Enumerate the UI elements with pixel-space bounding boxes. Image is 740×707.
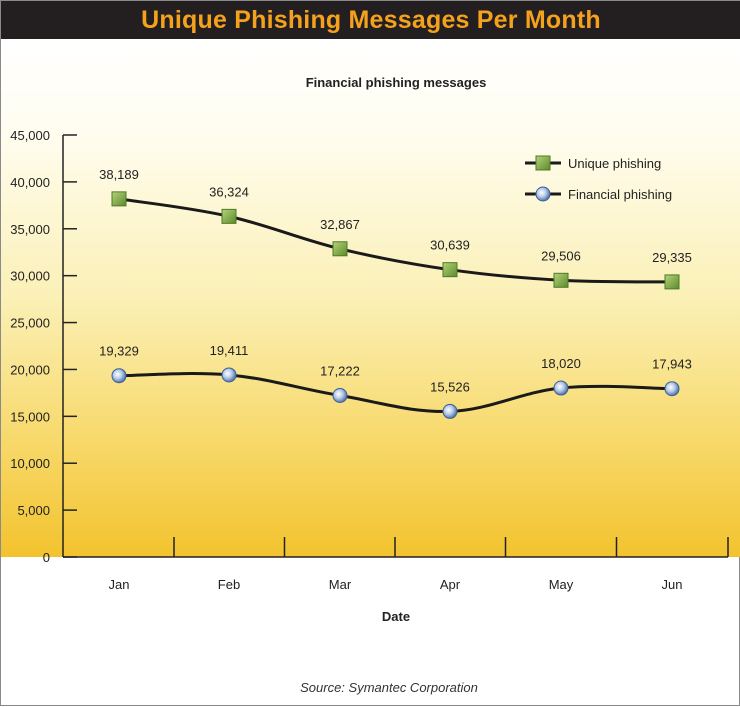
x-tick-label: Apr [440, 577, 461, 592]
y-tick-label: 0 [43, 550, 50, 565]
data-label: 15,526 [430, 379, 470, 394]
y-tick-label: 20,000 [10, 362, 50, 377]
data-point [111, 368, 127, 384]
data-point [332, 241, 348, 257]
data-label: 29,335 [652, 250, 692, 265]
y-tick-label: 45,000 [10, 128, 50, 143]
title-banner: Unique Phishing Messages Per Month [1, 1, 740, 39]
data-point [332, 387, 348, 403]
data-point [553, 380, 569, 396]
data-label: 18,020 [541, 356, 581, 371]
data-label: 17,222 [320, 363, 360, 378]
x-axis-title: Date [382, 609, 410, 624]
y-tick-label: 10,000 [10, 456, 50, 471]
x-tick-label: Jan [109, 577, 130, 592]
data-point [221, 367, 237, 383]
series-line [118, 372, 673, 413]
data-label: 36,324 [209, 184, 249, 199]
data-label: 19,411 [210, 343, 249, 358]
y-tick-label: 25,000 [10, 316, 50, 331]
data-point [111, 191, 127, 207]
y-tick-label: 5,000 [17, 503, 50, 518]
data-label: 32,867 [320, 217, 360, 232]
data-point [442, 262, 458, 278]
data-point [553, 272, 569, 288]
data-point [221, 208, 237, 224]
y-tick-label: 15,000 [10, 409, 50, 424]
series-line [118, 197, 673, 284]
x-tick-label: Mar [329, 577, 352, 592]
data-label: 29,506 [541, 248, 581, 263]
legend-marker-square [535, 155, 551, 171]
data-label: 30,639 [430, 238, 470, 253]
plot-background [1, 39, 740, 557]
x-tick-label: Feb [218, 577, 240, 592]
series-unique-phishing: 38,189 36,324 32,867 30,639 29,506 29,335 [99, 167, 692, 290]
source-note: Source: Symantec Corporation [300, 680, 478, 695]
x-tick-label: May [549, 577, 574, 592]
data-label: 19,329 [99, 344, 139, 359]
y-tick-label: 35,000 [10, 222, 50, 237]
data-point [664, 274, 680, 290]
chart-title: Financial phishing messages [305, 75, 487, 90]
data-point [442, 403, 458, 419]
data-point [664, 381, 680, 397]
legend-label: Financial phishing [568, 187, 672, 202]
data-label: 38,189 [99, 167, 139, 182]
legend-marker-circle [535, 186, 551, 202]
x-tick-label: Jun [662, 577, 683, 592]
y-tick-label: 30,000 [10, 269, 50, 284]
page-title: Unique Phishing Messages Per Month [141, 5, 601, 34]
data-label: 17,943 [652, 357, 692, 372]
series-financial-phishing: 19,329 19,411 17,222 15,526 18,020 17,943 [99, 343, 692, 419]
y-tick-label: 40,000 [10, 175, 50, 190]
legend-label: Unique phishing [568, 156, 661, 171]
